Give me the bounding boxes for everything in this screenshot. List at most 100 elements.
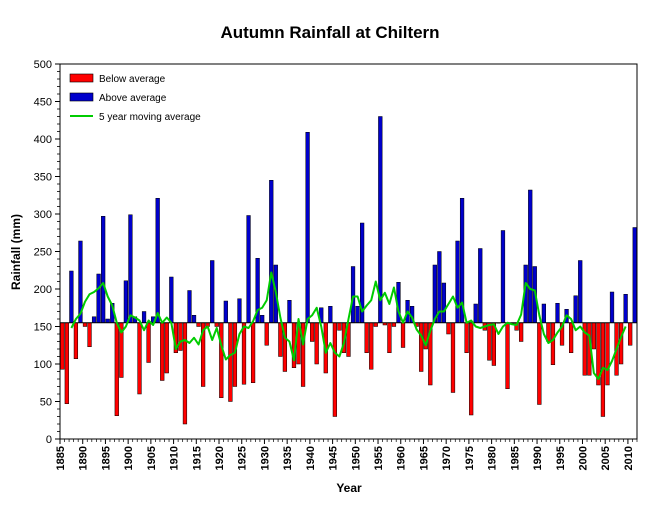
bar-1986 bbox=[519, 322, 524, 342]
bar-1977 bbox=[478, 248, 483, 323]
y-tick-label-50: 50 bbox=[40, 397, 52, 409]
bar-1958 bbox=[391, 322, 397, 327]
y-tick-label-200: 200 bbox=[34, 284, 52, 296]
bar-1952 bbox=[364, 322, 369, 353]
bar-1925 bbox=[241, 322, 247, 385]
y-tick-label-300: 300 bbox=[34, 209, 52, 221]
y-tick-label-150: 150 bbox=[34, 322, 52, 334]
x-tick-label-1940: 1940 bbox=[305, 446, 317, 470]
bar-1954 bbox=[373, 322, 378, 327]
bar-1913 bbox=[187, 290, 192, 323]
bar-1940 bbox=[310, 322, 315, 342]
bar-1983 bbox=[505, 322, 510, 389]
moving-average-line bbox=[70, 271, 627, 380]
x-tick-label-1905: 1905 bbox=[146, 446, 158, 470]
bar-1964 bbox=[419, 322, 424, 372]
y-axis: 0 50 100 150 200 250 300 350 400 450 500 bbox=[34, 59, 60, 446]
bar-1923 bbox=[232, 322, 238, 387]
bar-1891 bbox=[87, 322, 92, 347]
bar-2008 bbox=[618, 322, 624, 365]
y-tick-label-250: 250 bbox=[34, 247, 52, 259]
x-tick-label-2000: 2000 bbox=[577, 446, 589, 470]
bar-1885 bbox=[60, 322, 65, 370]
bar-1895 bbox=[105, 318, 110, 323]
x-tick-label-1990: 1990 bbox=[532, 446, 544, 470]
bar-1974 bbox=[464, 322, 469, 353]
x-tick-label-1985: 1985 bbox=[509, 446, 521, 470]
legend-label-above: Above average bbox=[99, 93, 167, 104]
bar-1944 bbox=[328, 306, 333, 323]
bar-1899 bbox=[123, 280, 128, 323]
legend-swatch-below bbox=[69, 73, 94, 83]
bar-1903 bbox=[141, 311, 147, 323]
x-tick-label-1950: 1950 bbox=[350, 446, 362, 470]
bar-1931 bbox=[269, 180, 274, 323]
bar-1967 bbox=[432, 264, 437, 323]
bar-1914 bbox=[191, 315, 197, 323]
bar-1924 bbox=[237, 298, 242, 323]
bar-2002 bbox=[591, 322, 596, 350]
x-tick-label-1955: 1955 bbox=[373, 446, 385, 470]
bar-2010 bbox=[628, 322, 633, 346]
bar-1935 bbox=[287, 300, 292, 323]
x-tick-label-1930: 1930 bbox=[259, 446, 271, 470]
bar-2009 bbox=[623, 294, 628, 323]
bar-1982 bbox=[500, 230, 506, 323]
bar-1911 bbox=[178, 322, 183, 351]
x-tick-label-1945: 1945 bbox=[328, 446, 340, 470]
x-tick-label-1890: 1890 bbox=[78, 446, 90, 470]
bar-1991 bbox=[541, 303, 546, 323]
bar-1927 bbox=[250, 322, 256, 383]
bar-1918 bbox=[210, 260, 215, 323]
bar-1988 bbox=[528, 189, 533, 323]
x-tick-label-1980: 1980 bbox=[487, 446, 499, 470]
bar-1920 bbox=[219, 322, 224, 398]
x-tick-label-1925: 1925 bbox=[237, 446, 249, 470]
bar-1997 bbox=[569, 322, 574, 353]
bar-1970 bbox=[446, 322, 451, 335]
x-axis-title: Year bbox=[336, 481, 362, 495]
x-tick-label-1885: 1885 bbox=[55, 446, 67, 470]
bar-1957 bbox=[387, 322, 392, 353]
bar-1907 bbox=[160, 322, 165, 381]
bar-1969 bbox=[441, 282, 447, 323]
x-tick-label-1895: 1895 bbox=[100, 446, 112, 470]
bar-1900 bbox=[128, 214, 133, 323]
y-tick-label-0: 0 bbox=[46, 434, 52, 446]
bar-1979 bbox=[487, 322, 492, 361]
bar-1930 bbox=[264, 322, 269, 346]
bar-2011 bbox=[632, 227, 637, 323]
y-tick-label-350: 350 bbox=[34, 172, 52, 184]
y-tick-label-400: 400 bbox=[34, 134, 52, 146]
bar-1945 bbox=[332, 322, 337, 417]
bar-1994 bbox=[555, 303, 560, 323]
bar-1972 bbox=[455, 240, 460, 323]
bar-1909 bbox=[169, 276, 174, 323]
chart-title: Autumn Rainfall at Chiltern bbox=[220, 23, 439, 42]
bar-1999 bbox=[578, 260, 583, 323]
legend-label-moving-average: 5 year moving average bbox=[99, 112, 201, 123]
bar-1953 bbox=[369, 322, 374, 370]
bar-1960 bbox=[400, 322, 406, 348]
y-tick-label-450: 450 bbox=[34, 97, 52, 109]
x-axis: 1885 1890 1895 1900 1905 1910 1915 1920 1925 1930… bbox=[55, 439, 638, 470]
bar-1904 bbox=[146, 322, 151, 363]
legend-label-below: Below average bbox=[99, 74, 166, 85]
bar-1919 bbox=[214, 322, 219, 327]
legend: Below average Above average 5 year movin… bbox=[69, 73, 201, 123]
bar-1950 bbox=[355, 306, 360, 323]
bar-1939 bbox=[305, 132, 310, 323]
bar-1929 bbox=[260, 315, 265, 323]
x-tick-label-1965: 1965 bbox=[418, 446, 430, 470]
bar-1912 bbox=[182, 322, 188, 425]
x-tick-label-1935: 1935 bbox=[282, 446, 294, 470]
bar-1998 bbox=[573, 295, 578, 323]
x-tick-label-1900: 1900 bbox=[123, 446, 135, 470]
bar-1897 bbox=[114, 322, 119, 416]
bar-1892 bbox=[91, 316, 97, 323]
bar-2006 bbox=[609, 291, 615, 323]
bar-1888 bbox=[73, 322, 79, 359]
bar-1922 bbox=[228, 322, 233, 402]
bar-1949 bbox=[350, 266, 356, 323]
